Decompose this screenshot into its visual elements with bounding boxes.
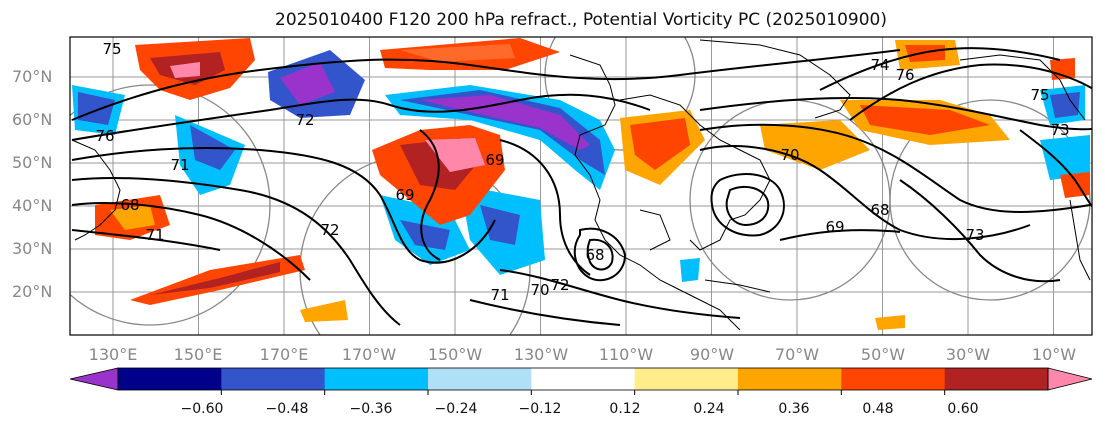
colorbar-tick-label: −0.12 xyxy=(518,401,562,417)
colorbar-extend-min xyxy=(69,367,119,391)
map-area xyxy=(70,37,1092,335)
lon-label: 150°E xyxy=(173,345,223,364)
colorbar-swatch xyxy=(738,368,842,390)
lon-label: 170°E xyxy=(259,345,309,364)
lon-label: 70°W xyxy=(774,345,820,364)
lon-label: 90°W xyxy=(689,345,735,364)
colorbar-swatch xyxy=(634,368,739,390)
contour-label: 69 xyxy=(825,218,844,236)
contour-label: 69 xyxy=(485,151,504,169)
colorbar-tick-label: 0.48 xyxy=(862,401,894,417)
lat-label: 60°N xyxy=(12,110,53,129)
lon-label: 50°W xyxy=(860,345,906,364)
colorbar-swatch xyxy=(944,368,1049,390)
lon-label: 110°W xyxy=(598,345,654,364)
contour-label: 70 xyxy=(530,281,549,299)
colorbar-swatch xyxy=(324,368,429,390)
colorbar-tick-label: −0.24 xyxy=(434,401,478,417)
contour-label: 68 xyxy=(585,246,604,264)
contour-label: 68 xyxy=(870,201,889,219)
lon-label: 30°W xyxy=(945,345,991,364)
colorbar-swatch xyxy=(841,368,946,390)
contour-label: 71 xyxy=(170,156,189,174)
lat-label: 50°N xyxy=(12,153,53,172)
contour-label: 73 xyxy=(1050,121,1069,139)
colorbar-swatch xyxy=(118,368,222,390)
colorbar-swatch xyxy=(531,368,636,390)
contour-label: 71 xyxy=(490,286,509,304)
height-contours xyxy=(71,47,1092,326)
contour-label: 70 xyxy=(780,146,799,164)
colorbar-swatch xyxy=(428,368,532,390)
colorbar-tick-label: −0.60 xyxy=(180,401,224,417)
contour-label: 76 xyxy=(95,127,114,145)
contour-label: 72 xyxy=(550,276,569,294)
contour-label: 72 xyxy=(295,111,314,129)
colorbar-swatch xyxy=(221,368,326,390)
colorbar-extend-max xyxy=(1047,367,1093,391)
colorbar xyxy=(69,367,1093,395)
lat-label: 30°N xyxy=(12,239,53,258)
colorbar-tick-label: 0.12 xyxy=(609,401,641,417)
lon-label: 130°E xyxy=(88,345,138,364)
contour-label: 72 xyxy=(320,221,339,239)
lon-label: 150°W xyxy=(427,345,483,364)
contour-label: 69 xyxy=(395,186,414,204)
contour-label: 76 xyxy=(895,66,914,84)
lat-label: 40°N xyxy=(12,196,53,215)
map-frame xyxy=(69,36,1093,336)
map-title: 2025010400 F120 200 hPa refract., Potent… xyxy=(275,10,887,30)
contour-label: 75 xyxy=(102,40,121,58)
contour-label: 73 xyxy=(965,226,984,244)
contour-label: 75 xyxy=(1030,86,1049,104)
colorbar-tick-label: −0.48 xyxy=(265,401,309,417)
contour-label: 71 xyxy=(145,226,164,244)
lon-label: 10°W xyxy=(1031,345,1077,364)
lat-label: 20°N xyxy=(12,282,53,301)
lon-label: 130°W xyxy=(513,345,569,364)
contour-label: 68 xyxy=(120,196,139,214)
lat-label: 70°N xyxy=(12,67,53,86)
lon-label: 170°W xyxy=(341,345,397,364)
colorbar-tick-label: 0.24 xyxy=(693,401,725,417)
colorbar-tick-label: −0.36 xyxy=(349,401,393,417)
colorbar-tick-label: 0.36 xyxy=(778,401,810,417)
contour-label: 74 xyxy=(870,56,889,74)
colorbar-tick-label: 0.60 xyxy=(947,401,979,417)
coastlines xyxy=(71,39,1091,331)
